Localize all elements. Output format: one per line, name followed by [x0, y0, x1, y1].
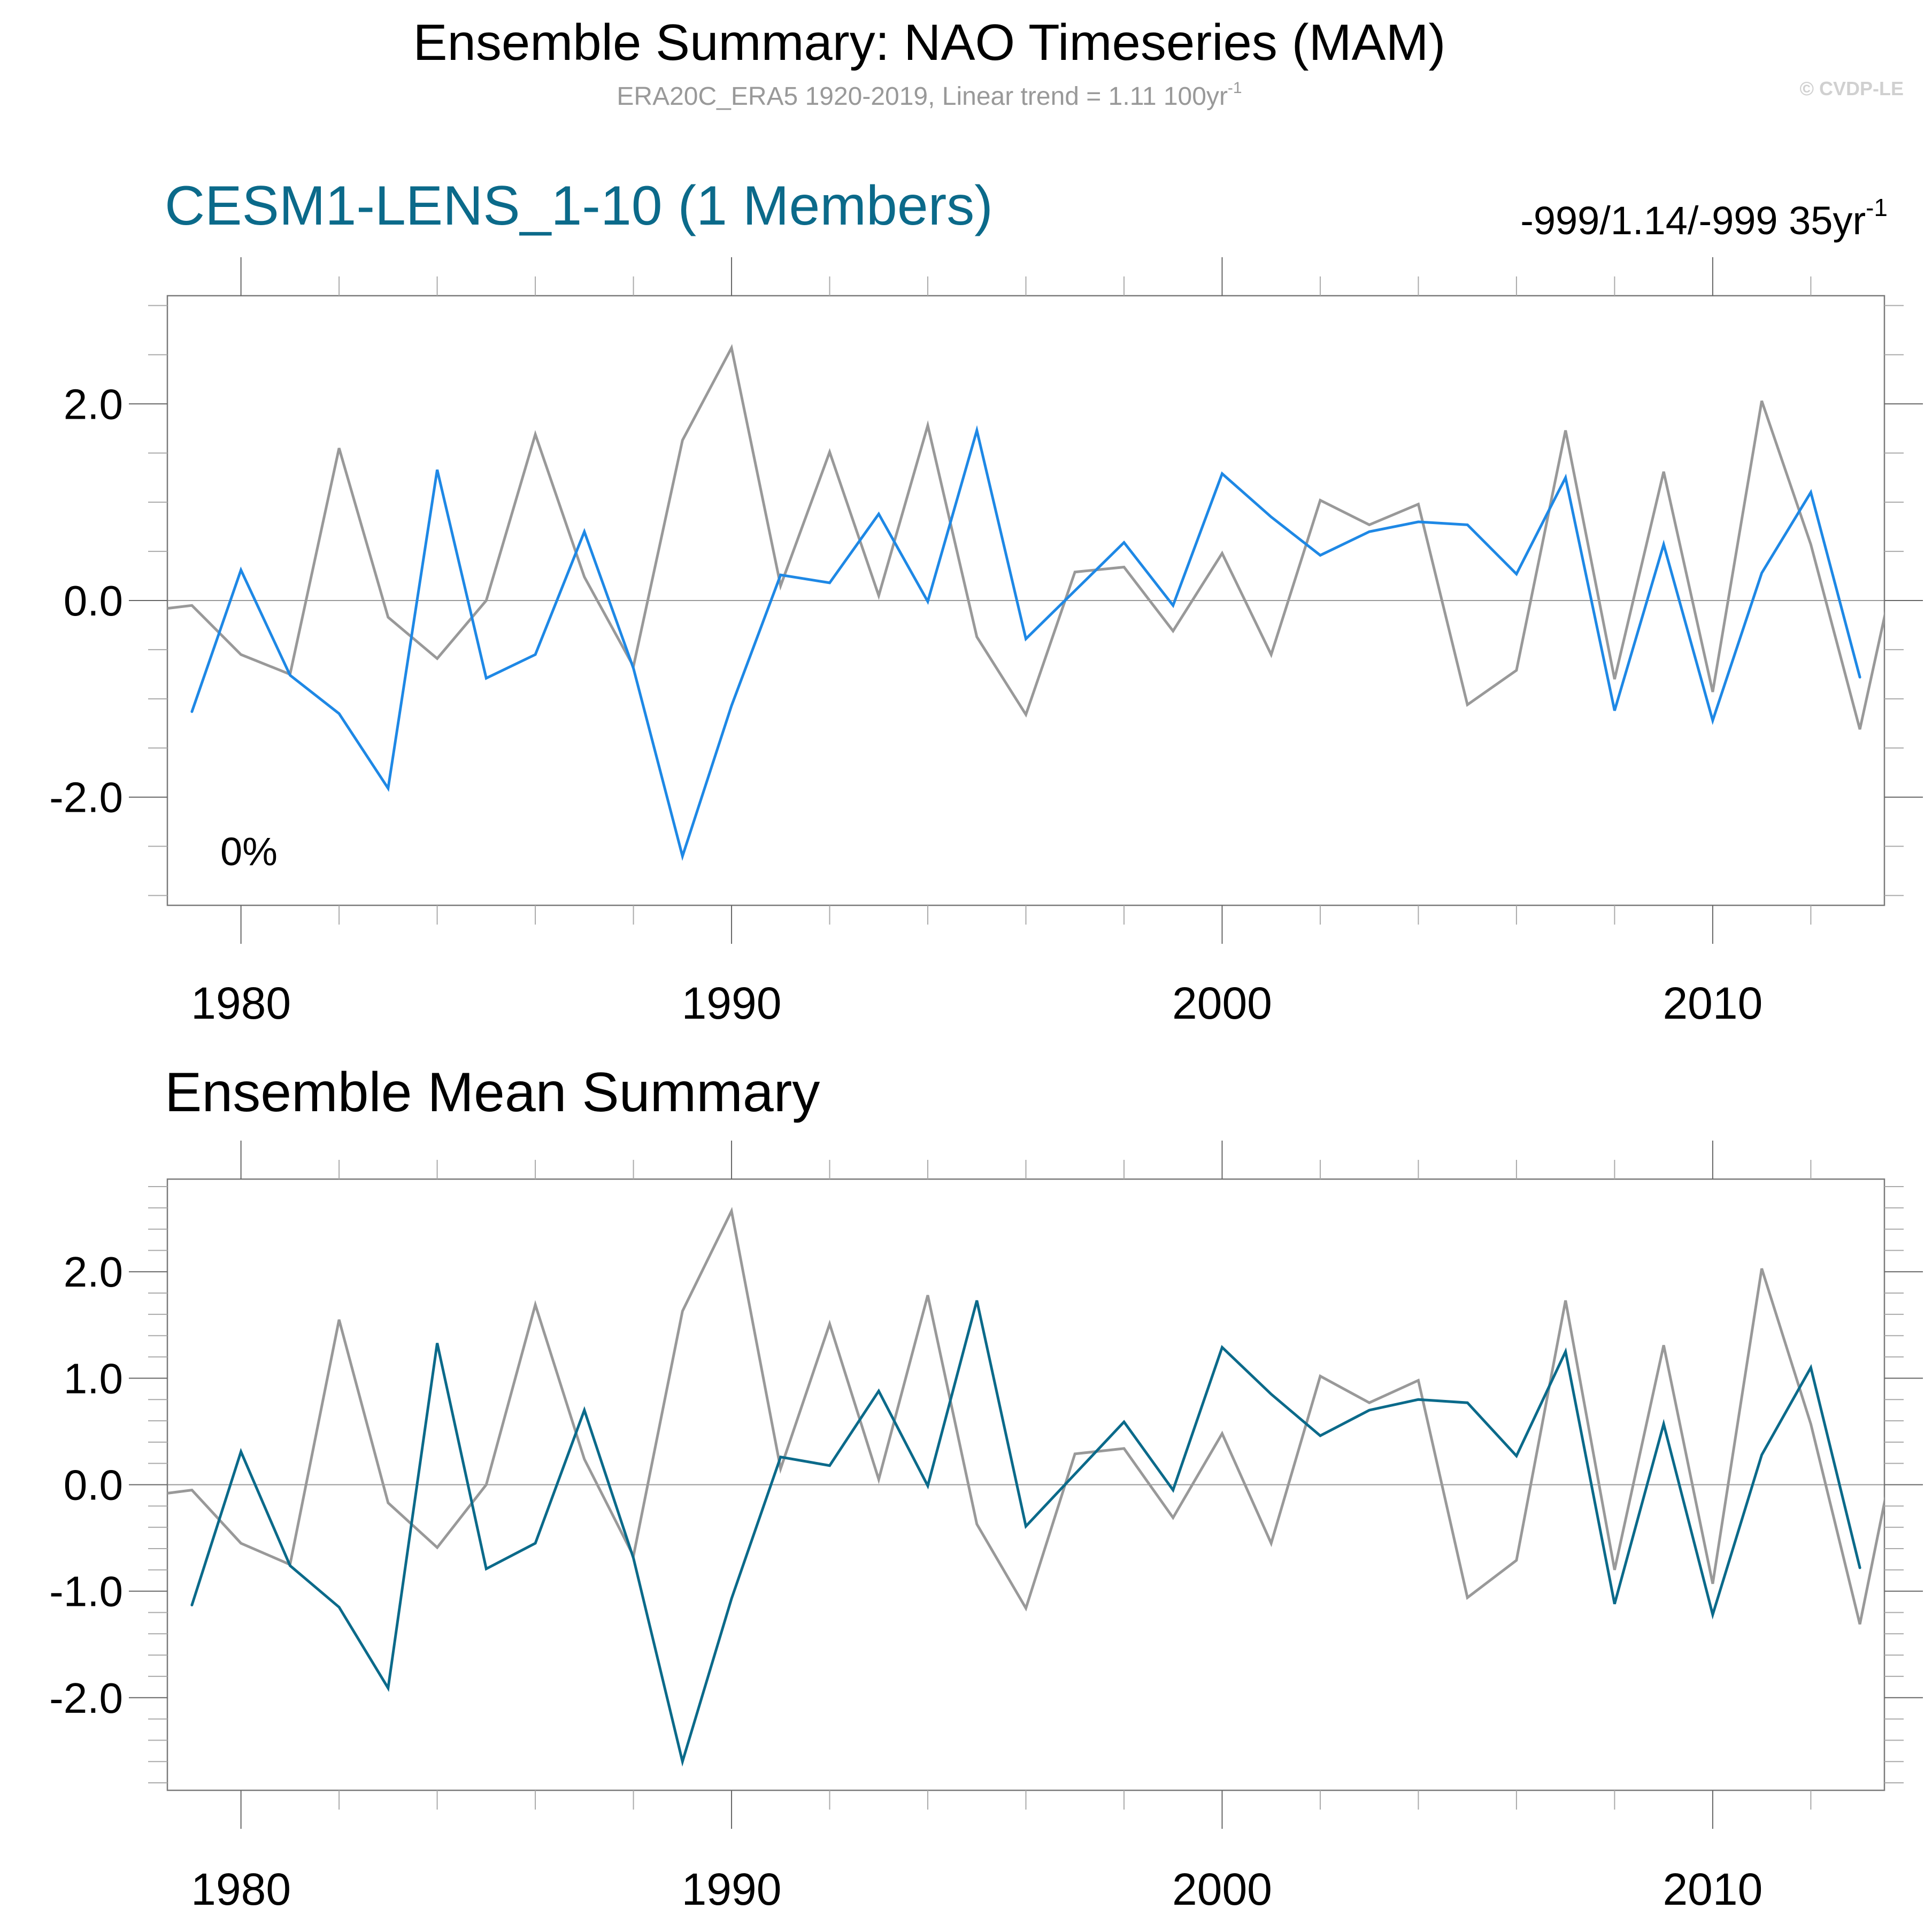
- y-tick-label: 2.0: [64, 1248, 123, 1296]
- trend-text: -999/1.14/-999 35yr: [1520, 198, 1866, 243]
- y-tick-label: 1.0: [64, 1355, 123, 1402]
- series-line-member: [190, 425, 1861, 861]
- tick-layer: [129, 257, 1923, 944]
- tick-label-layer: 1980 1990 2000 2010 -2.0 -1.0 0.0 1.0 2.0: [49, 1248, 1762, 1914]
- x-tick-label: 1980: [191, 1864, 291, 1914]
- series-line-observed: [167, 1206, 1884, 1625]
- y-tick-label: 0.0: [64, 1461, 123, 1509]
- series-layer: [167, 344, 1884, 861]
- series-layer: [167, 1206, 1884, 1767]
- y-tick-label: -2.0: [49, 774, 123, 821]
- x-tick-label: 1990: [682, 978, 782, 1028]
- series-line-observed: [167, 344, 1884, 730]
- inset-percent-label: 0%: [220, 829, 278, 874]
- axes-layer: [166, 295, 1885, 906]
- x-tick-label: 2000: [1172, 1864, 1272, 1914]
- panel-title: Ensemble Mean Summary: [165, 1061, 820, 1123]
- subtitle-text: ERA20C_ERA5 1920-2019, Linear trend = 1.…: [617, 82, 1228, 111]
- tick-label-layer: 1980 1990 2000 2010 -2.0 0.0 2.0: [49, 380, 1762, 1028]
- x-tick-label: 1990: [682, 1864, 782, 1914]
- panel-title: CESM1-LENS_1-10 (1 Members): [165, 175, 993, 237]
- copyright-label: © CVDP-LE: [1799, 78, 1904, 99]
- tick-layer: [129, 1141, 1923, 1829]
- x-tick-label: 2010: [1662, 1864, 1762, 1914]
- subtitle-superscript: -1: [1228, 79, 1242, 97]
- y-tick-label: 0.0: [64, 577, 123, 625]
- axes-layer: [166, 1178, 1885, 1791]
- x-tick-label: 2010: [1662, 978, 1762, 1028]
- trend-superscript: -1: [1866, 194, 1888, 221]
- panel-member: CESM1-LENS_1-10 (1 Members) -999/1.14/-9…: [49, 175, 1923, 1028]
- x-tick-label: 2000: [1172, 978, 1272, 1028]
- figure-title: Ensemble Summary: NAO Timeseries (MAM): [413, 14, 1445, 71]
- y-tick-label: 2.0: [64, 380, 123, 428]
- panel-trend-annotation: -999/1.14/-999 35yr-1: [1520, 194, 1888, 243]
- series-line-ensemble-mean: [190, 1300, 1861, 1767]
- x-tick-label: 1980: [191, 978, 291, 1028]
- y-tick-label: -1.0: [49, 1568, 123, 1615]
- figure-subtitle: ERA20C_ERA5 1920-2019, Linear trend = 1.…: [617, 79, 1242, 111]
- panel-ensemble-mean: Ensemble Mean Summary 1980 1990 2000 2010 -2…: [49, 1061, 1923, 1914]
- y-tick-label: -2.0: [49, 1674, 123, 1722]
